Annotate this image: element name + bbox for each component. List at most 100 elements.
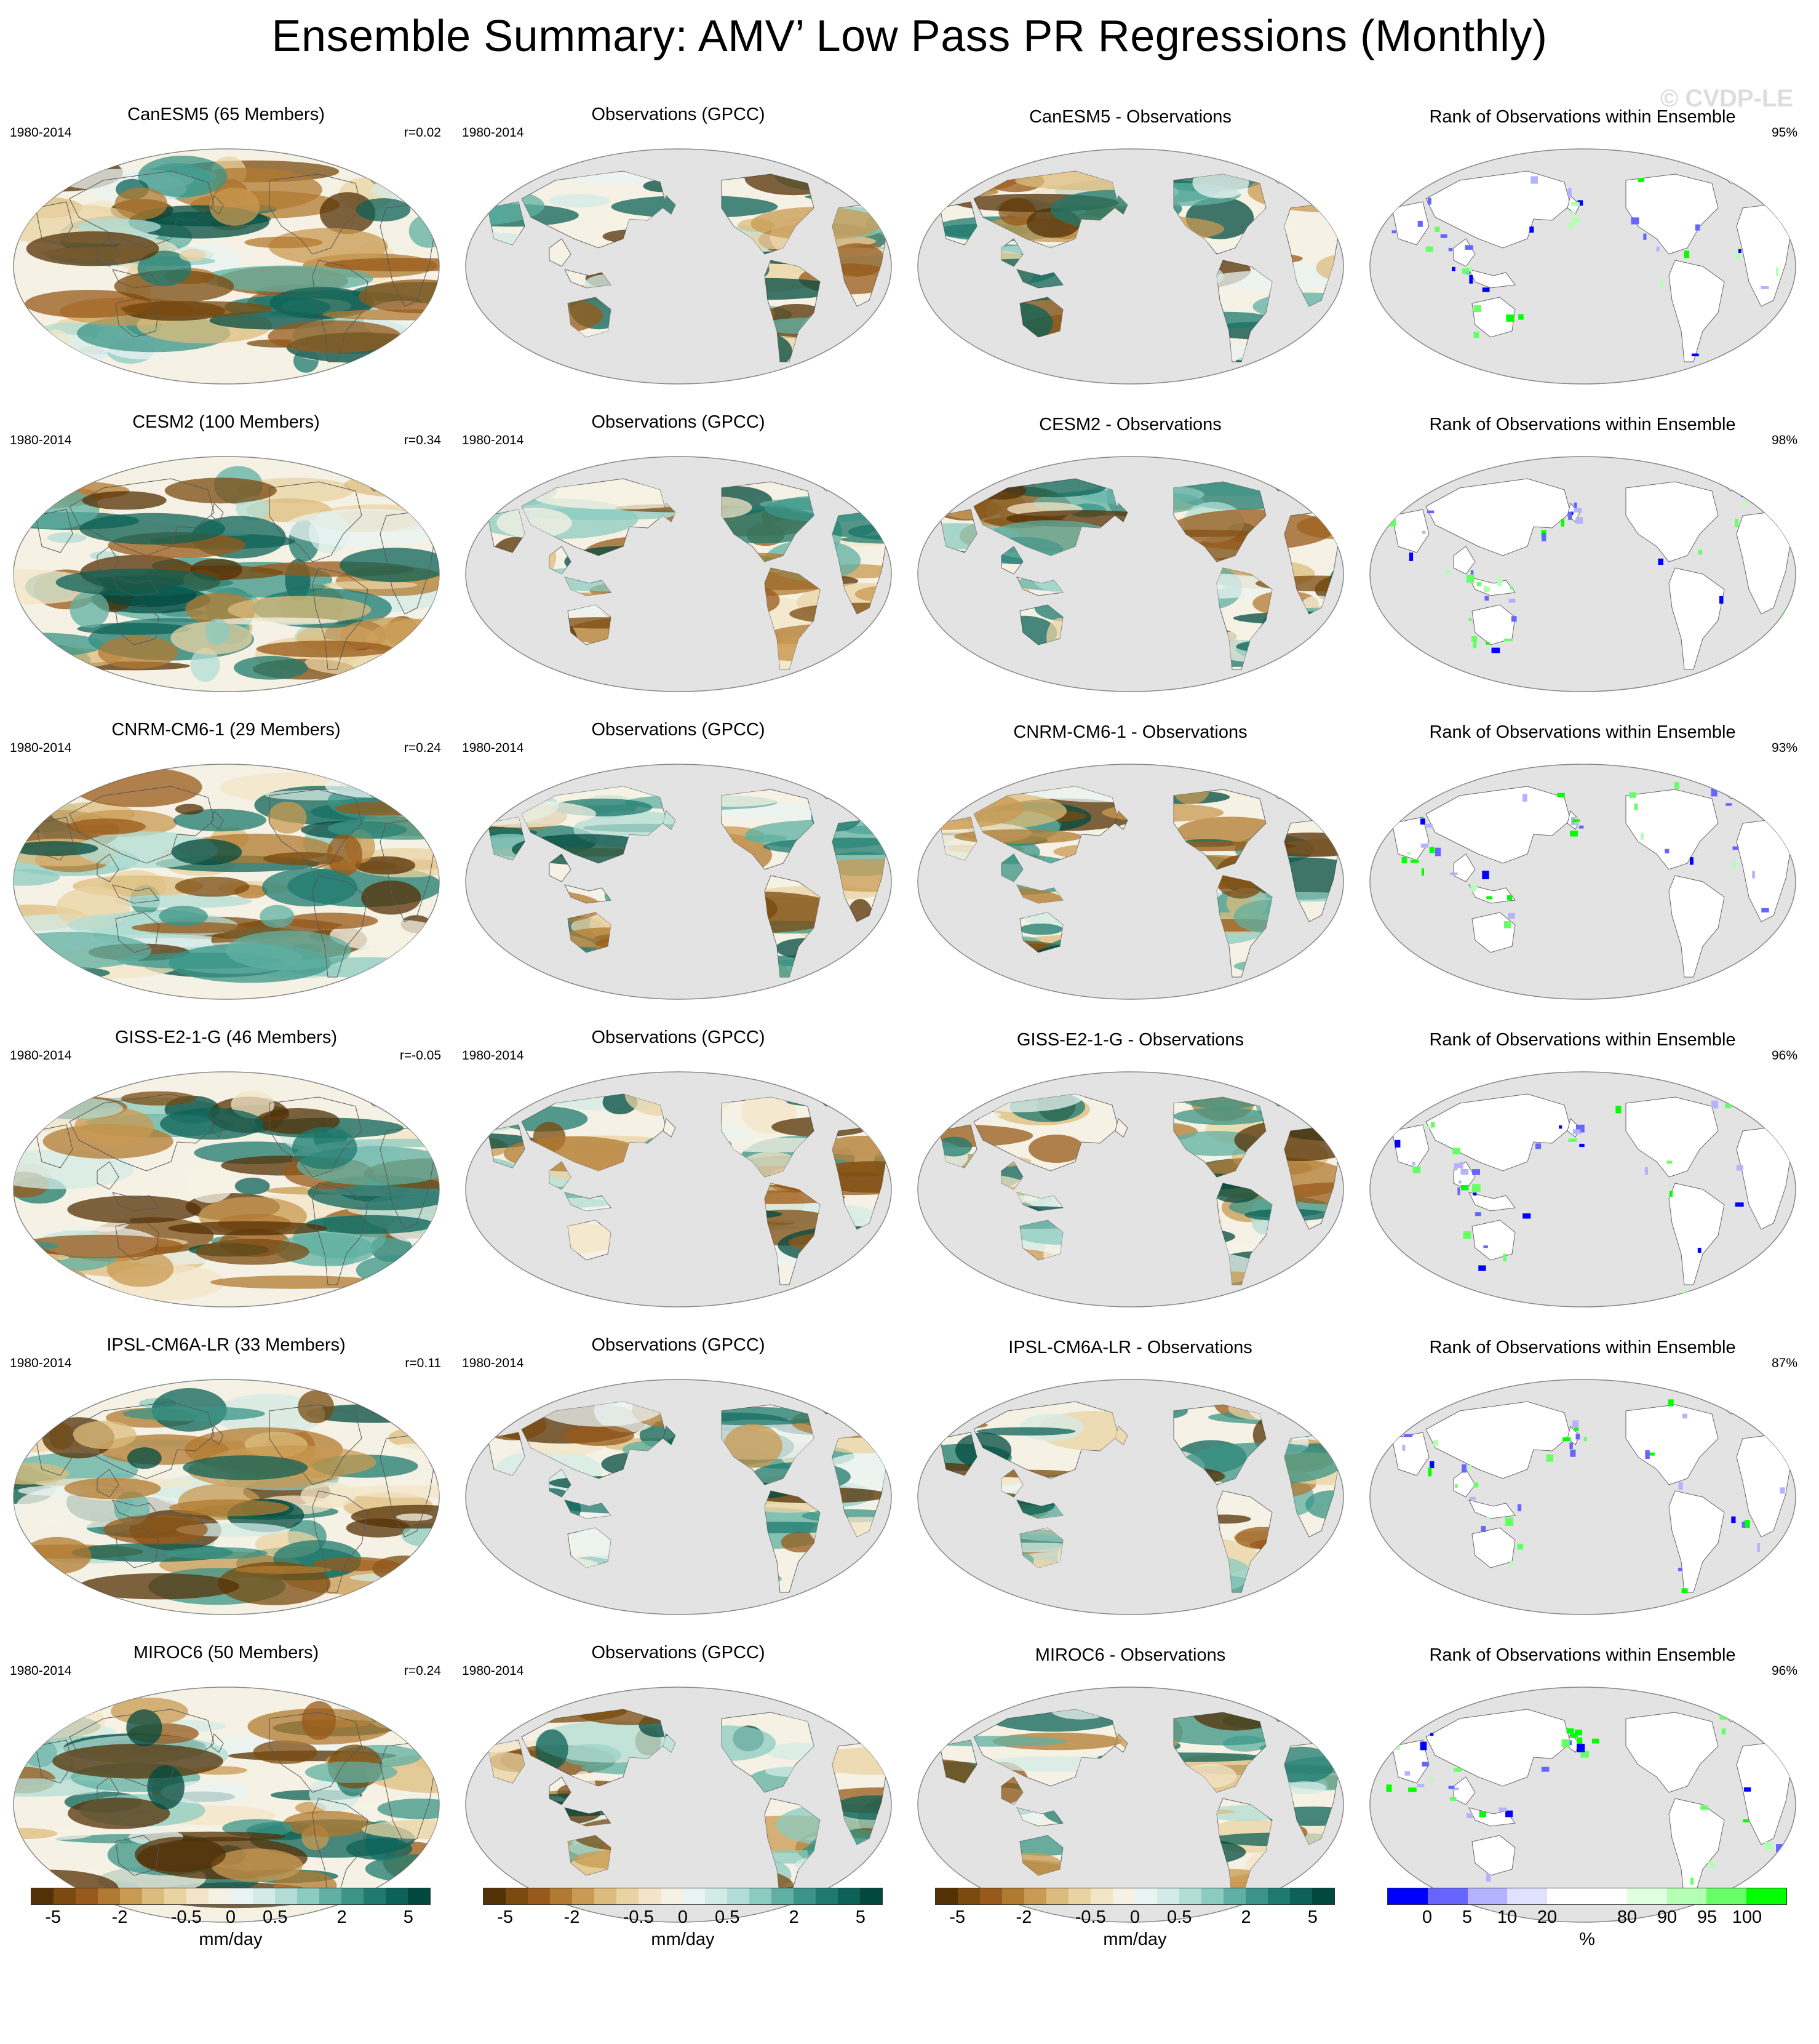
colorbar-tick-label: -0.5: [1075, 1907, 1106, 1927]
field-patch: [312, 1557, 397, 1571]
panel-title: IPSL-CM6A-LR - Observations: [1008, 1338, 1252, 1357]
colorbar-strip: [1387, 1888, 1787, 1905]
rank-cell: [1452, 1148, 1460, 1155]
coastline: [312, 1490, 368, 1593]
coastline: [312, 260, 368, 362]
rank-percent-label: 96%: [1771, 1664, 1797, 1678]
rank-cell: [1629, 792, 1636, 798]
field-patch: [127, 1447, 162, 1469]
field-patch: [301, 1701, 336, 1740]
panel-title: Observations (GPCC): [591, 105, 765, 124]
rank-cell: [1468, 1465, 1471, 1471]
rank-cell: [1634, 803, 1638, 810]
panel-title: Observations (GPCC): [591, 720, 765, 740]
field-patch: [1297, 643, 1340, 669]
colorbar-swatch: [771, 1888, 794, 1904]
colorbar-tick-label: 95: [1697, 1907, 1718, 1927]
model-map: [13, 1687, 440, 1923]
rank-cell: [1428, 1467, 1432, 1477]
field-patch: [179, 249, 205, 262]
period-label: 1980-2014: [10, 1664, 72, 1678]
field-patch: [78, 218, 161, 235]
rank-cell: [1570, 1733, 1578, 1738]
rank-cell: [1518, 1504, 1522, 1512]
colorbar-swatch: [275, 1888, 297, 1904]
rank-cell: [1731, 1516, 1736, 1523]
rank-cell: [1450, 872, 1458, 876]
rank-cell: [1752, 871, 1755, 879]
colorbar-ticks: -5 -2 -0.5 0 0.5 2 5: [483, 1905, 883, 1930]
coastline: [1668, 567, 1725, 670]
rank-cell: [1508, 599, 1516, 603]
map-container: [915, 454, 1346, 694]
diff-panel: IPSL-CM6A-LR - Observations: [904, 1322, 1356, 1629]
map-container: [463, 1377, 894, 1617]
model-map: [13, 456, 440, 692]
colorbar-tick-label: 5: [1462, 1907, 1473, 1927]
field-patch: [408, 1719, 439, 1741]
field-patch: [77, 623, 191, 635]
rank-cell: [1508, 912, 1515, 919]
coastline: [115, 604, 159, 645]
rank-cell: [1429, 847, 1435, 853]
colorbar-swatch: [76, 1888, 98, 1904]
rank-cell: [1505, 1810, 1513, 1818]
rank-cell: [1561, 519, 1564, 527]
obs-map: [465, 456, 892, 692]
model-map: [13, 148, 440, 385]
field-patch: [185, 593, 256, 626]
map-container: [11, 1685, 442, 1925]
colorbar-swatch: [341, 1888, 364, 1904]
rank-cell: [1568, 223, 1574, 230]
field-patch: [209, 188, 260, 226]
field-patch: [361, 880, 421, 915]
field-patch: [488, 1570, 518, 1586]
map-ocean: [917, 1379, 1344, 1615]
rank-cell: [1711, 788, 1718, 797]
rank-cell: [1569, 1442, 1573, 1450]
coastline: [1391, 1124, 1430, 1168]
field-patch: [282, 1810, 370, 1837]
field-patch: [377, 1798, 439, 1819]
diff-panel: CESM2 - Observations: [904, 399, 1356, 706]
field-patch: [940, 951, 974, 977]
period-label: 1980-2014: [10, 126, 72, 140]
colorbar-swatch: [639, 1888, 661, 1904]
rank-cell: [1461, 1185, 1469, 1191]
rank-cell: [1522, 794, 1527, 802]
obs-panel: Observations (GPCC) 1980-2014: [452, 706, 904, 1014]
rank-cell: [1509, 1560, 1513, 1568]
field-patch: [98, 636, 178, 669]
colorbar-tick-label: 0: [677, 1907, 688, 1927]
field-patch: [253, 1740, 317, 1764]
rank-cell: [1454, 1165, 1458, 1170]
colorbar-tick-label: 5: [403, 1907, 413, 1927]
field-patch: [292, 1127, 357, 1170]
rank-cell: [1568, 1138, 1577, 1142]
rank-cell: [1570, 830, 1578, 837]
colorbar-tick-label: 5: [1307, 1907, 1318, 1927]
rank-cell: [1577, 1744, 1585, 1752]
rank-cell: [1691, 353, 1699, 357]
model-panel: MIROC6 (50 Members) 1980-2014 r=0.24: [0, 1629, 452, 1937]
rank-cell: [1705, 773, 1708, 778]
rank-cell: [1483, 586, 1489, 593]
model-map: [13, 1379, 440, 1615]
panel-title: Observations (GPCC): [591, 1643, 765, 1663]
rank-cell: [1660, 280, 1663, 288]
rank-cell: [1761, 286, 1769, 289]
rank-cell: [1462, 1464, 1467, 1473]
period-label: 1980-2014: [10, 433, 72, 447]
rank-cell: [1518, 314, 1524, 320]
colorbar-tick-label: 0.5: [1167, 1907, 1192, 1927]
coastline: [1425, 170, 1571, 249]
rank-cell: [1776, 1844, 1783, 1853]
colorbar-swatch: [816, 1888, 838, 1904]
rank-cell: [1744, 1787, 1751, 1792]
field-patch: [147, 1765, 185, 1810]
colorbar-obs: -5 -2 -0.5 0 0.5 2 5 mm/day: [483, 1888, 883, 1950]
map-ocean: [465, 1687, 892, 1923]
coastline: [312, 1183, 368, 1285]
field-patch: [175, 876, 250, 897]
rank-percent-label: 98%: [1771, 433, 1797, 447]
